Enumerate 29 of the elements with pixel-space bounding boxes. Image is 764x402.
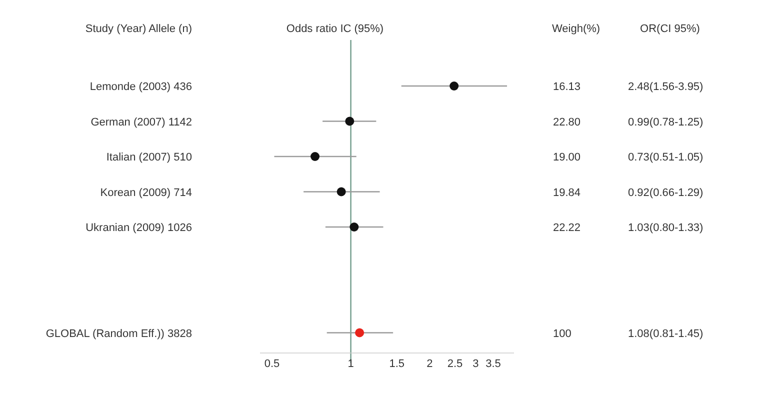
x-tick-label: 1	[348, 358, 354, 370]
x-tick-label: 2	[426, 358, 433, 370]
x-tick-label: 0.5	[264, 358, 280, 370]
y-tick-label: Italian (2007) 510	[106, 152, 192, 164]
text: 22.22	[553, 222, 581, 234]
data-label: 0.73(0.51-1.05)	[628, 152, 704, 164]
data-label: 0.92(0.66-1.29)	[628, 186, 704, 199]
data-label: 2.48(1.56-3.95)	[628, 81, 704, 93]
text: 16.13	[553, 81, 581, 93]
data-label: 1.03(0.80-1.33)	[628, 222, 704, 234]
y-tick-label: Lemonde (2003) 436	[90, 81, 192, 93]
y-tick-label: GLOBAL (Random Eff.)) 3828	[46, 328, 192, 340]
x-tick-label: 3	[472, 358, 479, 370]
y-tick-label: Ukranian (2009) 1026	[86, 222, 192, 234]
chart-title: Odds ratio IC (95%)	[286, 23, 384, 35]
y-tick-label: German (2007) 1142	[90, 116, 192, 128]
y-tick-label: Korean (2009) 714	[100, 186, 192, 199]
text: 100	[553, 328, 572, 340]
data-label: 0.99(0.78-1.25)	[628, 116, 704, 128]
data-label: 1.08(0.81-1.45)	[628, 328, 704, 340]
x-tick-label: 2.5	[447, 358, 463, 370]
text: 19.00	[553, 152, 581, 164]
text: 19.84	[553, 186, 581, 199]
text: 22.80	[553, 116, 581, 128]
text: OR(CI 95%)	[640, 23, 700, 35]
x-tick-label: 3.5	[486, 358, 501, 370]
y-axis-title: Study (Year) Allele (n)	[85, 23, 192, 35]
text: Weigh(%)	[552, 23, 600, 35]
x-tick-label: 1.5	[389, 358, 405, 370]
